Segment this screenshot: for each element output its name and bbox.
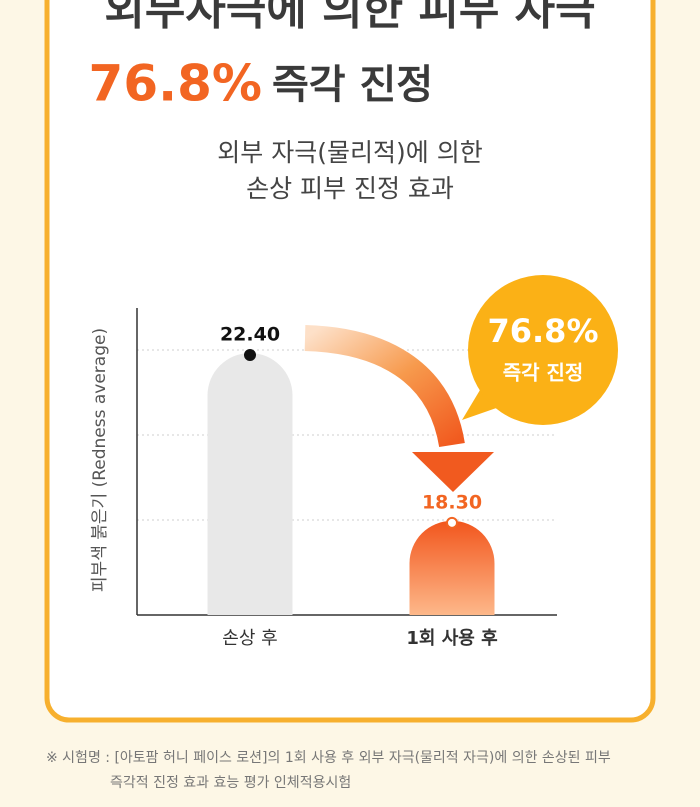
bar xyxy=(409,520,495,615)
bar xyxy=(207,353,293,615)
subtitle: 외부 자극(물리적)에 의한 xyxy=(217,138,482,167)
arrow-head xyxy=(412,452,494,492)
callout: 76.8% 즉각 진정 xyxy=(462,275,618,425)
card xyxy=(44,0,656,723)
value-label: 18.30 xyxy=(422,491,482,513)
footnote: 즉각적 진정 효과 효능 평가 인체적용시험 xyxy=(110,775,351,791)
title: 외부자극에 의한 피부 자극 xyxy=(104,0,595,35)
value-dot xyxy=(244,349,256,362)
x-tick-label: 1회 사용 후 xyxy=(406,628,497,649)
value-dot xyxy=(446,516,458,529)
callout-text: 즉각 진정 xyxy=(503,361,584,385)
headline-value: 76.8% xyxy=(89,55,262,113)
callout-value: 76.8% xyxy=(487,312,598,350)
x-tick-label: 손상 후 xyxy=(222,628,277,649)
subtitle: 손상 피부 진정 효과 xyxy=(246,174,454,203)
headline-text: 즉각 진정 xyxy=(272,62,433,108)
value-label: 22.40 xyxy=(220,324,280,346)
y-axis-label: 피부색 붉은기 (Redness average) xyxy=(90,328,110,592)
footnote: ※ 시험명 : [아토팜 허니 페이스 로션]의 1회 사용 후 외부 자극(물… xyxy=(46,750,611,766)
arrow xyxy=(304,325,465,448)
